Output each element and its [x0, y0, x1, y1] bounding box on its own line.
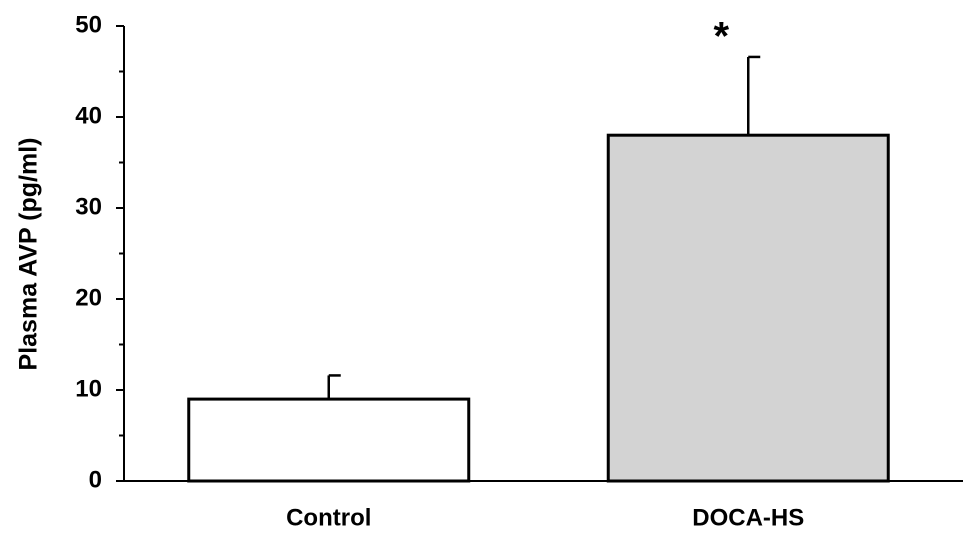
- y-tick-label: 30: [75, 193, 102, 220]
- x-tick-label: Control: [286, 504, 371, 531]
- y-tick-label: 50: [75, 11, 102, 38]
- bar: [187, 397, 471, 483]
- bar: [606, 133, 890, 483]
- y-tick-label: 0: [89, 466, 102, 493]
- y-tick-label: 10: [75, 375, 102, 402]
- y-tick-label: 40: [75, 102, 102, 129]
- x-tick-label: DOCA-HS: [692, 504, 804, 531]
- y-axis-label: Plasma AVP (pg/ml): [15, 138, 43, 371]
- y-tick-label: 20: [75, 284, 102, 311]
- annotation: *: [713, 15, 729, 59]
